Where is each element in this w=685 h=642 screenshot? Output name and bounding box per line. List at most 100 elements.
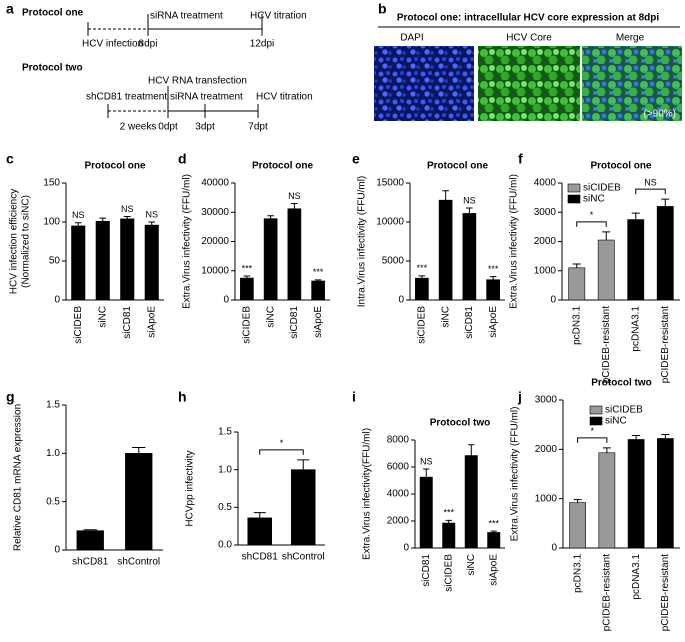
x-tick-label: pCIDEB-resistant xyxy=(602,554,613,631)
y-axis-label: HCV infection efficiency xyxy=(9,189,20,294)
y-tick-label: 8000 xyxy=(387,435,410,446)
timepoint-label: 12dpi xyxy=(250,39,274,50)
y-tick-label: 1.0 xyxy=(218,464,232,475)
bar xyxy=(657,438,674,549)
legend-label: siNC xyxy=(605,416,627,427)
bar xyxy=(290,469,316,546)
error-bar xyxy=(661,198,670,207)
significance-bracket xyxy=(635,188,666,195)
panel-letter: i xyxy=(352,389,356,405)
y-tick-label: 1.5 xyxy=(218,427,232,438)
x-tick-label: siCD81 xyxy=(421,554,432,587)
error-bar xyxy=(602,447,611,453)
y-tick-label: 2000 xyxy=(535,444,558,455)
error-bar xyxy=(314,279,322,281)
core-image xyxy=(478,46,580,121)
error-bar xyxy=(418,275,426,279)
protocol-title: Protocol two xyxy=(22,63,83,74)
y-tick-label: 0 xyxy=(223,295,229,306)
bar xyxy=(263,218,278,301)
error-bar xyxy=(291,202,298,209)
bar xyxy=(71,225,86,301)
y-axis-label: Extra.Virus infectivity (FFU/ml) xyxy=(510,407,521,542)
error-bar xyxy=(132,447,146,454)
error-bar xyxy=(442,190,449,201)
x-tick-label: siCD81 xyxy=(122,306,133,339)
significance-label: * xyxy=(280,438,284,448)
chart-title: Protocol one xyxy=(590,161,652,172)
x-tick-label: pCIDEB-resistant xyxy=(601,306,612,383)
y-tick-label: 4000 xyxy=(387,489,410,500)
x-tick-label: shCD81 xyxy=(72,557,109,568)
chart-title: Protocol two xyxy=(430,418,491,429)
y-tick-label: 0 xyxy=(398,295,404,306)
y-axis-label: HCVpp infectivity xyxy=(185,450,196,526)
y-axis-label: (Normalized to siNC) xyxy=(21,195,32,288)
y-tick-label: 0 xyxy=(54,545,60,556)
x-tick-label: siCIDEB xyxy=(73,306,84,344)
step-label: HCV titration xyxy=(256,92,313,103)
value-label: *** xyxy=(242,263,253,273)
y-tick-label: 10000 xyxy=(376,217,404,228)
error-bar xyxy=(83,529,97,531)
panel-letter: j xyxy=(517,389,522,405)
panel-letter: b xyxy=(378,1,387,17)
bar xyxy=(415,277,429,301)
legend-swatch xyxy=(589,416,603,426)
y-axis-label: Extra.Virus infectivity (FFU/ml) xyxy=(509,174,520,309)
value-label: *** xyxy=(488,264,499,274)
bar xyxy=(120,218,135,301)
legend-swatch xyxy=(567,194,581,204)
x-tick-label: siApoE xyxy=(488,306,499,338)
step-label: HCV RNA transfection xyxy=(148,76,247,87)
channel-label: HCV Core xyxy=(506,33,552,44)
dapi-image xyxy=(374,46,474,121)
error-bar xyxy=(468,444,475,456)
significance-label: * xyxy=(590,210,594,220)
protocol-title: Protocol one xyxy=(22,8,84,19)
error-bar xyxy=(297,459,310,470)
bar xyxy=(462,213,477,301)
legend-swatch xyxy=(567,183,581,193)
x-tick-label: siCD81 xyxy=(289,306,300,339)
x-tick-label: pcDNA3.1 xyxy=(631,554,642,600)
significance-bracket xyxy=(577,437,608,443)
y-tick-label: 0 xyxy=(551,543,557,554)
bar xyxy=(438,199,453,301)
bar xyxy=(419,476,433,549)
panel-letter: a xyxy=(6,1,14,17)
error-bar xyxy=(423,468,430,478)
x-tick-label: pcDN3.1 xyxy=(572,554,583,593)
error-bar xyxy=(466,207,473,214)
value-label: NS xyxy=(463,195,476,205)
y-tick-label: 40000 xyxy=(201,178,229,189)
y-tick-label: 100 xyxy=(43,217,60,228)
x-tick-label: pcDN3.1 xyxy=(571,306,582,345)
y-tick-label: 10000 xyxy=(201,265,229,276)
error-bar xyxy=(602,231,611,241)
value-label: NS xyxy=(145,209,158,219)
bar xyxy=(464,455,478,549)
significance-label: NS xyxy=(644,177,657,187)
bar xyxy=(568,267,586,301)
timepoint-label: 0dpt xyxy=(158,122,178,133)
y-tick-label: 4000 xyxy=(534,178,557,189)
y-tick-label: 3000 xyxy=(535,395,558,406)
panel-letter: d xyxy=(178,151,187,167)
y-tick-label: 1000 xyxy=(534,265,557,276)
y-tick-label: 0.5 xyxy=(218,502,232,513)
bar xyxy=(627,219,645,301)
y-axis-label: Intra.Virus infectivity (FFU/ml) xyxy=(357,176,368,308)
bar xyxy=(597,239,615,301)
micrograph-panel: b Protocol one: intracellular HCV core e… xyxy=(374,1,682,121)
timepoint-label: 2 weeks xyxy=(120,122,157,133)
bar xyxy=(442,522,456,549)
step-label: shCD81 treatment xyxy=(86,92,167,103)
y-tick-label: 3000 xyxy=(534,207,557,218)
protocol-diagram: a Protocol one siRNA treatment HCV titra… xyxy=(6,1,313,133)
error-bar xyxy=(123,216,131,219)
channel-label: DAPI xyxy=(400,33,423,44)
x-tick-label: siApoE xyxy=(146,306,157,338)
y-tick-label: 1000 xyxy=(535,493,558,504)
